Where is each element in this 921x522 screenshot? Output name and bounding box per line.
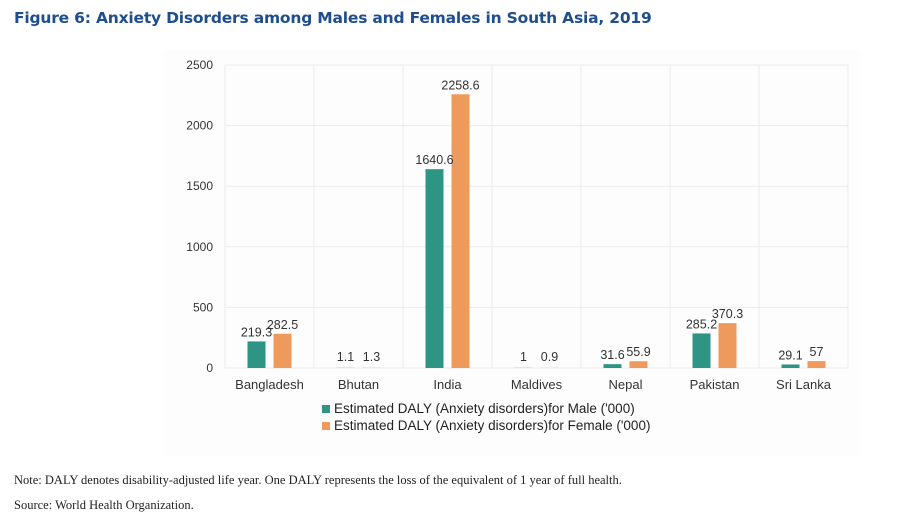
legend: Estimated DALY (Anxiety disorders)for Ma…: [322, 401, 650, 433]
x-tick-label: Maldives: [511, 377, 563, 392]
data-label: 57: [810, 345, 824, 359]
bar-female: [451, 94, 470, 368]
bar-male: [425, 169, 444, 368]
data-label: 1.3: [363, 350, 380, 364]
data-label: 1640.6: [415, 153, 453, 167]
bar-male: [247, 341, 266, 368]
bars: [247, 94, 826, 368]
chart-area: [164, 50, 861, 456]
y-tick-label: 1000: [186, 240, 213, 254]
bar-male: [692, 333, 711, 368]
x-tick-label: Nepal: [609, 377, 643, 392]
y-axis: 0 500 1000 1500 2000 2500: [186, 58, 213, 375]
data-label: 1.1: [337, 350, 354, 364]
data-label: 219.3: [241, 325, 272, 339]
data-label: 29.1: [778, 348, 802, 362]
data-label: 2258.6: [441, 78, 479, 92]
y-tick-label: 2000: [186, 119, 213, 133]
y-tick-label: 0: [206, 361, 213, 375]
bar-female: [629, 361, 648, 368]
y-tick-label: 1500: [186, 179, 213, 193]
data-label: 31.6: [600, 348, 624, 362]
legend-label-female: Estimated DALY (Anxiety disorders)for Fe…: [334, 418, 650, 433]
x-tick-label: India: [433, 377, 462, 392]
figure-note: Note: DALY denotes disability-adjusted l…: [14, 473, 622, 487]
data-label: 1: [520, 350, 527, 364]
data-label: 282.5: [267, 318, 298, 332]
bar-female: [273, 333, 292, 368]
x-tick-label: Bhutan: [338, 377, 379, 392]
data-label: 0.9: [541, 350, 558, 364]
bar-male: [603, 364, 622, 368]
gridlines: [224, 64, 849, 369]
bar-female: [807, 361, 826, 368]
bar-male: [781, 364, 800, 368]
legend-swatch-male: [322, 405, 330, 413]
y-tick-label: 500: [193, 300, 213, 314]
y-tick-label: 2500: [186, 58, 213, 72]
bar-female: [718, 323, 737, 368]
data-label: 55.9: [626, 345, 650, 359]
figure-title: Figure 6: Anxiety Disorders among Males …: [14, 9, 652, 27]
x-tick-label: Bangladesh: [235, 377, 304, 392]
legend-swatch-female: [322, 422, 330, 430]
x-tick-label: Sri Lanka: [776, 377, 832, 392]
legend-label-male: Estimated DALY (Anxiety disorders)for Ma…: [334, 401, 635, 416]
data-label: 370.3: [712, 307, 743, 321]
data-label: 285.2: [686, 317, 717, 331]
x-tick-label: Pakistan: [690, 377, 740, 392]
x-axis: Bangladesh Bhutan India Maldives Nepal Pakist…: [235, 377, 832, 392]
figure-source: Source: World Health Organization.: [14, 498, 194, 512]
